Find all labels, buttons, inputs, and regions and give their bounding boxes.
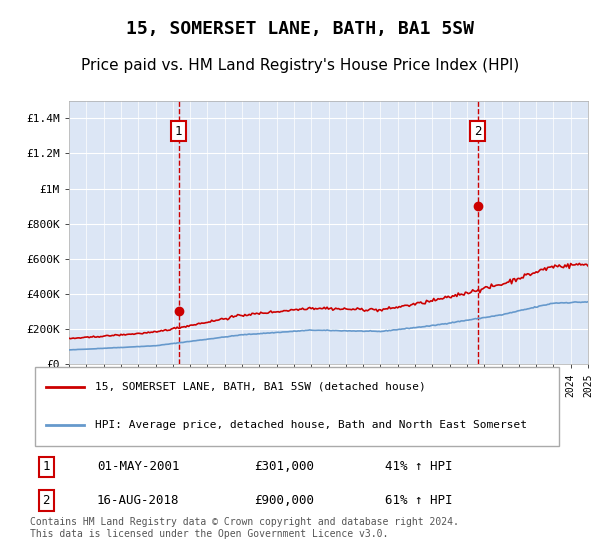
Text: 01-MAY-2001: 01-MAY-2001 — [97, 460, 179, 473]
Text: 15, SOMERSET LANE, BATH, BA1 5SW: 15, SOMERSET LANE, BATH, BA1 5SW — [126, 20, 474, 38]
Text: 1: 1 — [175, 124, 182, 138]
Text: Contains HM Land Registry data © Crown copyright and database right 2024.
This d: Contains HM Land Registry data © Crown c… — [30, 517, 459, 539]
Text: £301,000: £301,000 — [254, 460, 314, 473]
Text: 16-AUG-2018: 16-AUG-2018 — [97, 494, 179, 507]
FancyBboxPatch shape — [35, 366, 559, 446]
Text: 41% ↑ HPI: 41% ↑ HPI — [385, 460, 452, 473]
Text: HPI: Average price, detached house, Bath and North East Somerset: HPI: Average price, detached house, Bath… — [95, 421, 527, 430]
Text: 61% ↑ HPI: 61% ↑ HPI — [385, 494, 452, 507]
Text: 2: 2 — [474, 124, 481, 138]
Text: 15, SOMERSET LANE, BATH, BA1 5SW (detached house): 15, SOMERSET LANE, BATH, BA1 5SW (detach… — [95, 382, 425, 391]
Text: £900,000: £900,000 — [254, 494, 314, 507]
Text: 1: 1 — [43, 460, 50, 473]
Text: Price paid vs. HM Land Registry's House Price Index (HPI): Price paid vs. HM Land Registry's House … — [81, 58, 519, 73]
Text: 2: 2 — [43, 494, 50, 507]
